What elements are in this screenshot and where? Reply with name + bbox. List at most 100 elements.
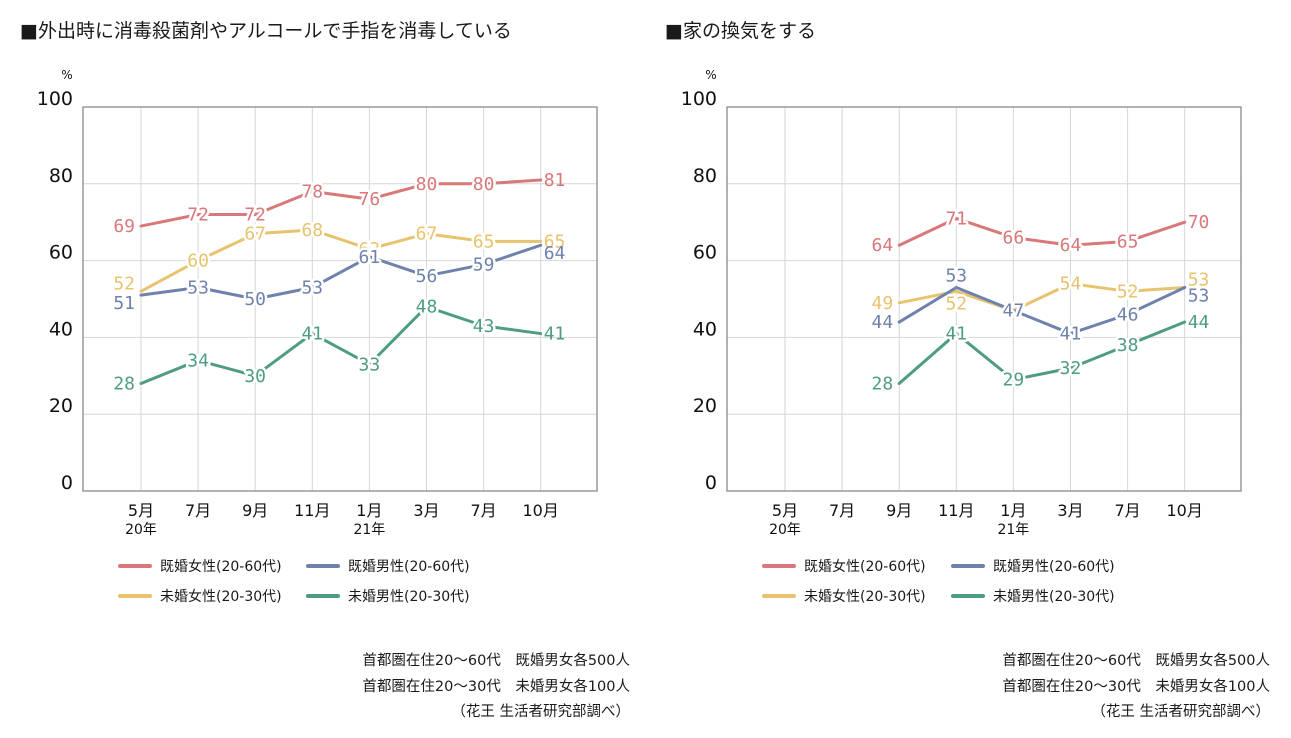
legend-label: 未婚男性(20-30代) [348,589,470,605]
y-tick-label: 0 [61,472,73,494]
y-axis-unit: % [61,68,72,82]
plot-frame [82,106,598,492]
legend-item-unmarried-women: 未婚女性(20-30代) [762,586,926,606]
data-label: 41 [945,324,967,345]
data-label-halo: 47 [1003,301,1025,322]
data-label: 33 [359,354,381,375]
plot-frame [726,106,1242,492]
x-tick-label: 5月 [128,501,154,520]
legend-swatch [306,564,340,568]
data-label-halo: 71 [945,208,967,229]
legend-swatch [306,594,340,598]
y-tick-label: 100 [681,88,717,110]
data-label-halo: 43 [473,316,495,337]
data-label-halo: 53 [945,265,967,286]
chart-panel-hand-sanitizing: ■外出時に消毒殺菌剤やアルコールで手指を消毒している 0 20 40 60 80 100%… [0,0,645,738]
data-label-halo: 33 [359,354,381,375]
data-label: 28 [872,373,894,394]
data-label: 49 [872,293,894,314]
data-label: 72 [244,205,266,226]
data-label-halo: 52 [945,293,967,314]
legend-label: 未婚男性(20-30代) [993,589,1115,605]
data-label: 81 [544,170,566,191]
data-label: 50 [244,289,266,310]
data-label-halo: 80 [473,174,495,195]
data-label: 53 [187,277,209,298]
data-label: 67 [416,224,438,245]
data-label: 61 [359,247,381,268]
x-year-label: 21年 [997,522,1029,538]
data-label: 44 [872,312,894,333]
survey-source: （花王 生活者研究部調べ） [1091,704,1270,720]
data-label: 52 [1117,281,1139,302]
data-label: 41 [301,324,323,345]
legend-label: 既婚男性(20-60代) [348,559,470,575]
data-label-halo: 41 [301,324,323,345]
data-label: 47 [1003,301,1025,322]
y-tick-label: 20 [693,395,717,417]
x-tick-label: 7月 [829,501,855,520]
data-label-halo: 72 [244,205,266,226]
y-tick-label: 20 [49,395,73,417]
data-label-halo: 78 [301,181,323,202]
x-tick-label: 10月 [1167,501,1203,520]
survey-note-married: 首都圏在住20～60代 既婚男女各500人 [1002,653,1270,669]
data-label: 65 [1117,231,1139,252]
survey-source: （花王 生活者研究部調べ） [451,704,630,720]
data-label-halo: 54 [1060,274,1082,295]
legend-item-unmarried-men: 未婚男性(20-30代) [951,586,1115,606]
legend-item-married-men: 既婚男性(20-60代) [306,556,470,576]
series-line [897,320,1187,385]
data-label-halo: 38 [1117,335,1139,356]
series-line [139,228,543,293]
line-chart-ventilation: 0 20 40 60 80 100% 5月 7月 9月 11月 1月 3月 7月 10月 20年 21年 64 7… [681,68,1242,538]
x-tick-label: 1月 [1000,501,1026,520]
chart-panel-ventilation: ■家の換気をする 0 20 40 60 80 100% 5月 7月 9月 11月 1月 3月 7月 10月… [645,0,1290,738]
legend-label: 既婚男性(20-60代) [993,559,1115,575]
x-tick-label: 9月 [886,501,912,520]
data-label: 64 [872,235,894,256]
data-label: 63 [359,239,381,260]
y-tick-label: 60 [693,242,717,264]
data-label-halo: 72 [187,205,209,226]
series-line [139,178,543,228]
data-label: 51 [113,293,135,314]
series-line [897,285,1187,336]
data-label-halo: 48 [416,297,438,318]
legend-swatch [762,564,796,568]
survey-note-married: 首都圏在住20～60代 既婚男女各500人 [362,653,630,669]
data-label-halo: 76 [359,189,381,210]
series-line [139,243,543,301]
x-tick-label: 7月 [1115,501,1141,520]
legend-label: 既婚女性(20-60代) [160,559,282,575]
data-label: 52 [113,273,135,294]
legend-swatch [951,564,985,568]
data-label: 76 [359,189,381,210]
data-label: 54 [1060,274,1082,295]
data-label: 66 [1003,228,1025,249]
legend-item-married-women: 既婚女性(20-60代) [118,556,282,576]
data-label: 28 [113,373,135,394]
x-tick-label: 5月 [772,501,798,520]
legend-swatch [118,564,152,568]
data-label: 32 [1060,358,1082,379]
data-label-halo: 80 [416,174,438,195]
y-tick-label: 40 [49,318,73,340]
data-label-halo: 60 [187,251,209,272]
y-tick-label: 60 [49,242,73,264]
data-label: 48 [416,297,438,318]
data-label: 65 [544,231,566,252]
data-label-halo: 34 [187,350,209,371]
data-label-halo: 61 [359,247,381,268]
data-label: 65 [473,231,495,252]
y-tick-label: 40 [693,318,717,340]
data-label-halo: 59 [473,254,495,275]
x-year-label: 20年 [769,522,801,538]
data-label: 69 [113,216,135,237]
x-tick-label: 9月 [242,501,268,520]
data-label: 52 [945,293,967,314]
legend-label: 未婚女性(20-30代) [160,589,282,605]
data-label-halo: 32 [1060,358,1082,379]
data-label-halo: 66 [1003,228,1025,249]
legend-swatch [118,594,152,598]
